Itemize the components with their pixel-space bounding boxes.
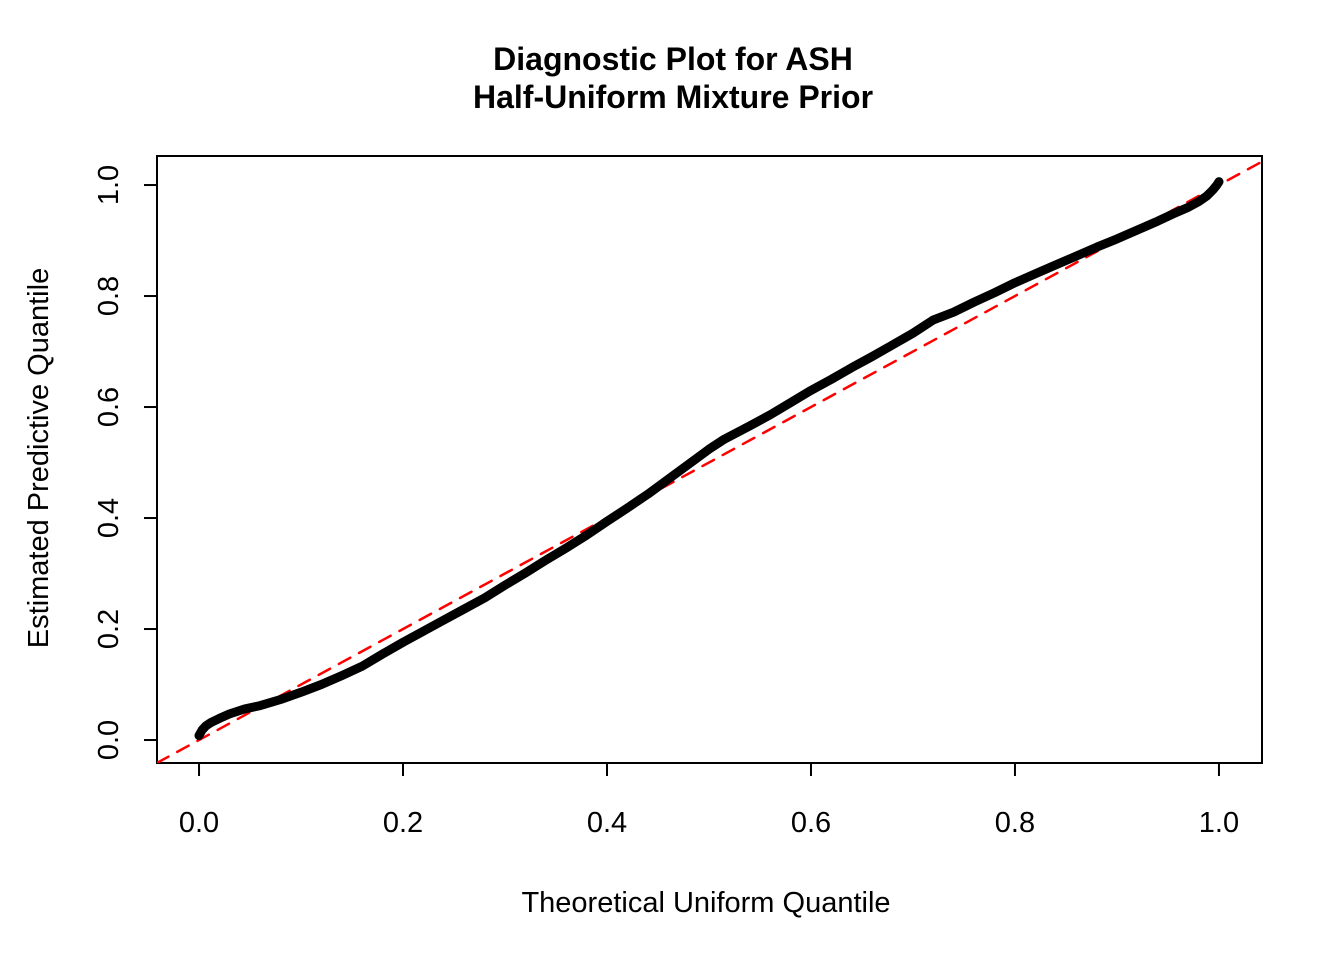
chart-title-line-2: Half-Uniform Mixture Prior	[473, 79, 873, 115]
y-axis-tick-label: 0.4	[93, 498, 125, 538]
x-axis-title: Theoretical Uniform Quantile	[521, 887, 890, 919]
y-axis-tick-label: 1.0	[93, 165, 125, 205]
x-axis-tick-label: 0.6	[791, 807, 831, 839]
reference-diagonal-y-equals-x	[157, 160, 1262, 763]
y-axis-tick-label: 0.8	[93, 276, 125, 316]
y-axis-tick-label: 0.2	[93, 609, 125, 649]
plot-area: 0.0 0.2 0.4 0.6 0.8 1.0 0.0 0.2 0.4 0.6 0.8 1.0	[93, 155, 1263, 839]
x-axis-tick-label: 0.8	[995, 807, 1035, 839]
x-axis-tick-label: 0.2	[383, 807, 423, 839]
y-axis-tick-label: 0.6	[93, 387, 125, 427]
plot-frame	[156, 155, 1263, 764]
y-axis-tick-label: 0.0	[93, 720, 125, 760]
x-axis-tick-label: 0.0	[179, 807, 219, 839]
x-axis-tick-label: 1.0	[1199, 807, 1239, 839]
x-axis-tick-label: 0.4	[587, 807, 627, 839]
estimated-predictive-quantile-curve	[194, 177, 1224, 741]
y-axis-title: Estimated Predictive Quantile	[23, 268, 55, 648]
chart-title-line-1: Diagnostic Plot for ASH	[493, 41, 853, 77]
